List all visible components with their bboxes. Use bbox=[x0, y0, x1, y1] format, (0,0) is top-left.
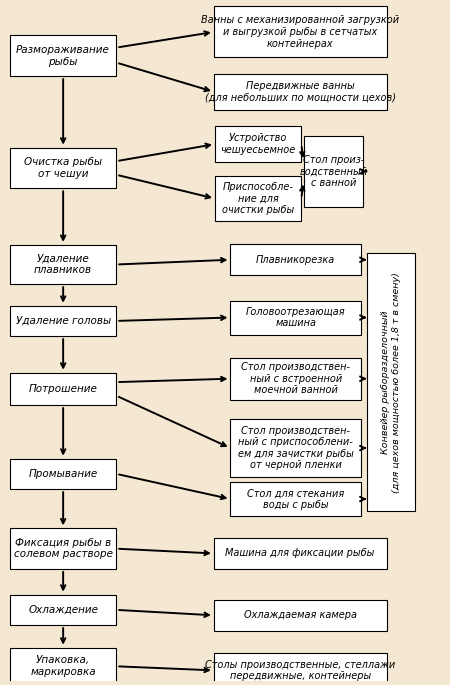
Text: Стол для стекания
воды с рыбы: Стол для стекания воды с рыбы bbox=[247, 488, 344, 510]
FancyBboxPatch shape bbox=[10, 595, 116, 625]
FancyBboxPatch shape bbox=[10, 306, 116, 336]
FancyBboxPatch shape bbox=[214, 653, 387, 685]
FancyBboxPatch shape bbox=[214, 538, 387, 569]
Text: Стол производствен-
ный с встроенной
моечной ванной: Стол производствен- ный с встроенной мое… bbox=[241, 362, 350, 395]
FancyBboxPatch shape bbox=[214, 74, 387, 110]
FancyBboxPatch shape bbox=[215, 127, 302, 162]
Text: Конвейер рыборазделочный
(для цехов мощностью более 1,8 т в смену): Конвейер рыборазделочный (для цехов мощн… bbox=[381, 272, 401, 493]
FancyBboxPatch shape bbox=[10, 458, 116, 489]
FancyBboxPatch shape bbox=[230, 358, 361, 400]
Text: Размораживание
рыбы: Размораживание рыбы bbox=[16, 45, 110, 66]
Text: Охлаждение: Охлаждение bbox=[28, 605, 98, 615]
FancyBboxPatch shape bbox=[10, 36, 116, 76]
FancyBboxPatch shape bbox=[214, 600, 387, 631]
Text: Стол произ-
водственный
с ванной: Стол произ- водственный с ванной bbox=[299, 155, 368, 188]
FancyBboxPatch shape bbox=[10, 373, 116, 406]
FancyBboxPatch shape bbox=[303, 136, 363, 207]
Text: Приспособле-
ние для
очистки рыбы: Приспособле- ние для очистки рыбы bbox=[222, 182, 294, 215]
Text: Столы производственные, стеллажи
передвижные, контейнеры: Столы производственные, стеллажи передви… bbox=[205, 660, 395, 681]
FancyBboxPatch shape bbox=[230, 301, 361, 334]
FancyBboxPatch shape bbox=[10, 147, 116, 188]
Text: Удаление головы: Удаление головы bbox=[15, 316, 111, 326]
Text: Машина для фиксации рыбы: Машина для фиксации рыбы bbox=[225, 549, 375, 558]
Text: Устройство
чешуесьемное: Устройство чешуесьемное bbox=[220, 134, 296, 155]
Text: Фиксация рыбы в
солевом растворе: Фиксация рыбы в солевом растворе bbox=[14, 538, 112, 560]
Text: Головоотрезающая
машина: Головоотрезающая машина bbox=[246, 307, 346, 328]
Text: Стол производствен-
ный с приспособлени-
ем для зачистки рыбы
от черной пленки: Стол производствен- ный с приспособлени-… bbox=[238, 425, 354, 471]
FancyBboxPatch shape bbox=[10, 528, 116, 569]
FancyBboxPatch shape bbox=[367, 253, 415, 511]
FancyBboxPatch shape bbox=[230, 482, 361, 516]
FancyBboxPatch shape bbox=[230, 245, 361, 275]
Text: Удаление
плавников: Удаление плавников bbox=[34, 253, 92, 275]
Text: Упаковка,
маркировка: Упаковка, маркировка bbox=[30, 656, 96, 677]
Text: Промывание: Промывание bbox=[28, 469, 98, 479]
FancyBboxPatch shape bbox=[214, 6, 387, 58]
Text: Передвижные ванны
(для небольших по мощности цехов): Передвижные ванны (для небольших по мощн… bbox=[205, 81, 396, 103]
FancyBboxPatch shape bbox=[230, 419, 361, 477]
Text: Ванны с механизированной загрузкой
и выгрузкой рыбы в сетчатых
контейнерах: Ванны с механизированной загрузкой и выг… bbox=[201, 15, 399, 49]
Text: Потрошение: Потрошение bbox=[29, 384, 98, 394]
FancyBboxPatch shape bbox=[215, 177, 302, 221]
FancyBboxPatch shape bbox=[10, 245, 116, 284]
Text: Плавникорезка: Плавникорезка bbox=[256, 255, 335, 264]
FancyBboxPatch shape bbox=[10, 647, 116, 685]
Text: Охлаждаемая камера: Охлаждаемая камера bbox=[244, 610, 357, 621]
Text: Очистка рыбы
от чешуи: Очистка рыбы от чешуи bbox=[24, 157, 102, 179]
